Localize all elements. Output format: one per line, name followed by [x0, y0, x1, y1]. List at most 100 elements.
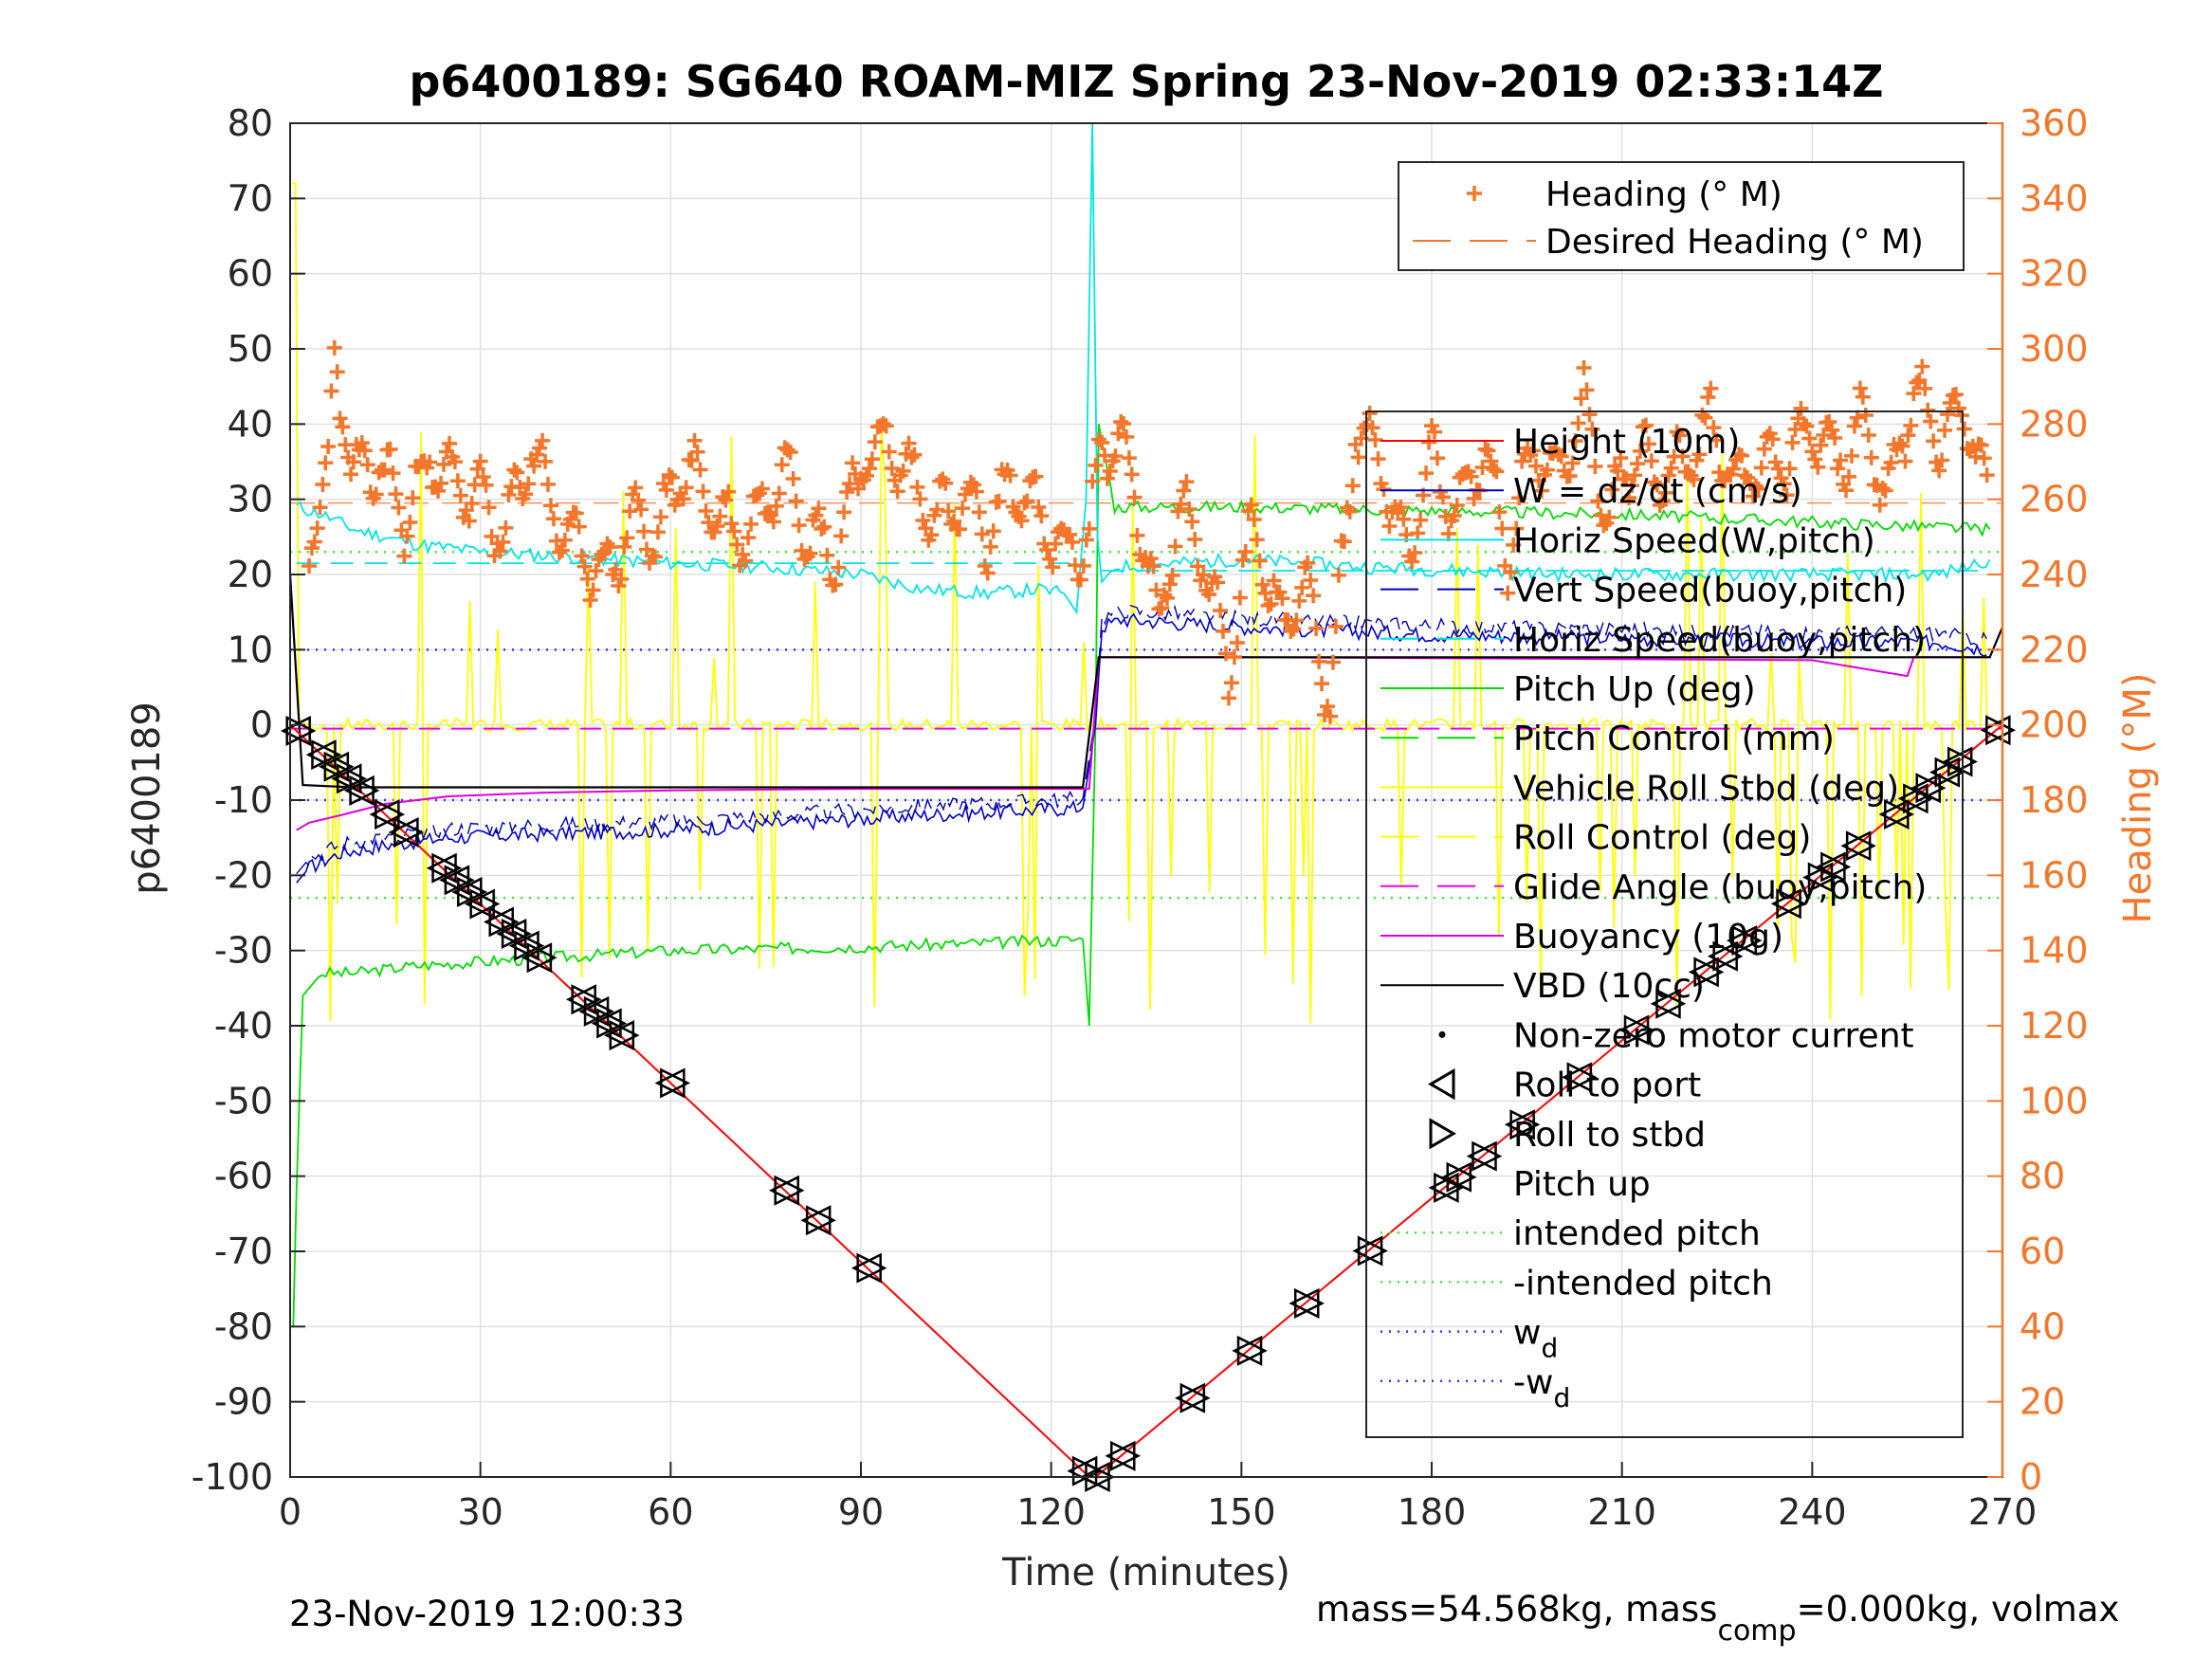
heading-point	[1900, 428, 1916, 444]
roll-to-port-marker	[565, 984, 596, 1015]
heading-point	[616, 538, 632, 555]
heading-point	[1860, 428, 1876, 444]
roll-to-port-marker	[305, 739, 337, 771]
heading-point	[1686, 471, 1702, 487]
heading-point	[1863, 449, 1879, 465]
heading-point	[622, 503, 638, 520]
heading-point	[759, 504, 776, 520]
heading-point	[1649, 477, 1665, 493]
heading-point	[1440, 526, 1456, 542]
heading-point	[977, 557, 993, 574]
heading-point	[1852, 380, 1868, 396]
heading-point	[535, 432, 551, 448]
heading-point	[1232, 590, 1248, 606]
heading-point	[1320, 699, 1335, 715]
y-tick-label-left: 80	[228, 102, 273, 144]
heading-point	[1570, 415, 1586, 431]
heading-point	[611, 578, 627, 594]
heading-point	[1213, 602, 1229, 618]
heading-point	[738, 553, 754, 569]
heading-point	[1494, 520, 1510, 537]
heading-point	[1154, 600, 1170, 616]
heading-point	[461, 513, 477, 529]
heading-point	[1897, 453, 1913, 469]
heading-point	[495, 534, 511, 550]
heading-point	[1931, 463, 1947, 479]
roll-to-port-marker	[1897, 783, 1929, 814]
heading-point	[1426, 424, 1442, 440]
heading-point	[802, 545, 818, 561]
roll-to-port-marker	[1910, 773, 1941, 804]
heading-point	[1418, 465, 1435, 482]
y-tick-label-left: -50	[214, 1080, 273, 1121]
roll-to-port-marker	[1428, 1172, 1459, 1203]
heading-point	[1604, 482, 1620, 498]
heading-point	[782, 445, 798, 461]
heading-point	[518, 486, 534, 502]
heading-point	[1099, 470, 1115, 486]
heading-point	[1643, 453, 1659, 469]
heading-point	[579, 571, 595, 587]
y-tick-label-right: 300	[2020, 328, 2089, 370]
heading-point	[557, 532, 573, 548]
heading-point	[1157, 587, 1173, 603]
heading-point	[1596, 518, 1612, 534]
heading-point	[1234, 552, 1251, 568]
heading-point	[1126, 489, 1143, 505]
heading-point	[1813, 437, 1829, 453]
heading-point	[1254, 576, 1271, 592]
motor-markers	[280, 715, 2017, 1493]
heading-point	[906, 447, 923, 463]
heading-point	[498, 520, 514, 536]
y-tick-label-right: 100	[2020, 1080, 2089, 1121]
roll-to-port-marker	[521, 942, 553, 974]
heading-point	[1322, 708, 1338, 724]
heading-markers	[302, 339, 1995, 724]
heading-point	[1176, 483, 1192, 499]
heading-point	[658, 482, 674, 498]
heading-point	[1874, 481, 1891, 497]
heading-point	[1703, 380, 1719, 396]
y-tick-label-left: -20	[214, 854, 273, 896]
heading-point	[1364, 420, 1380, 436]
roll-to-stbd-marker	[375, 799, 406, 830]
roll-to-stbd-marker	[1357, 1235, 1388, 1267]
x-tick-label: 60	[648, 1491, 693, 1533]
heading-point	[1039, 541, 1055, 557]
heading-point	[1435, 489, 1451, 505]
heading-point	[1903, 417, 1919, 433]
y-tick-label-right: 200	[2020, 704, 2089, 746]
roll-to-port-marker	[1726, 925, 1758, 957]
heading-point	[1579, 382, 1595, 398]
legend-label: -intended pitch	[1513, 1264, 1773, 1303]
heading-point	[839, 483, 855, 500]
heading-point	[1196, 567, 1212, 583]
heading-point	[884, 460, 900, 476]
heading-point	[594, 546, 610, 562]
heading-point	[1747, 478, 1764, 494]
heading-point	[1654, 493, 1671, 509]
heading-point	[1573, 391, 1589, 407]
x-ticks: 0 30 60 90 120 150 180 210 240 270	[279, 1462, 2037, 1533]
heading-point	[915, 513, 931, 529]
roll-to-stbd-marker	[1712, 940, 1744, 972]
footer-timestamp: 23-Nov-2019 12:00:33	[289, 1594, 685, 1634]
heading-point	[1711, 465, 1728, 481]
heading-point	[875, 416, 891, 432]
heading-point	[464, 496, 480, 512]
heading-point	[1627, 467, 1643, 483]
heading-point	[1187, 531, 1203, 547]
heading-point	[1474, 460, 1490, 476]
heading-point	[1300, 555, 1316, 571]
y-tick-label-right: 0	[2020, 1456, 2042, 1498]
roll-to-stbd-marker	[1566, 1062, 1598, 1093]
heading-point	[1263, 596, 1279, 612]
y-tick-label-left: -100	[192, 1456, 273, 1498]
legend-heading: Heading (° M) Desired Heading (° M)	[1398, 161, 1965, 271]
heading-point	[1804, 444, 1820, 460]
roll-to-port-marker	[1232, 1335, 1263, 1366]
heading-point	[1085, 473, 1101, 489]
legend-label: Height (10m)	[1513, 423, 1740, 462]
heading-point	[633, 501, 649, 518]
heading-point	[952, 521, 968, 538]
